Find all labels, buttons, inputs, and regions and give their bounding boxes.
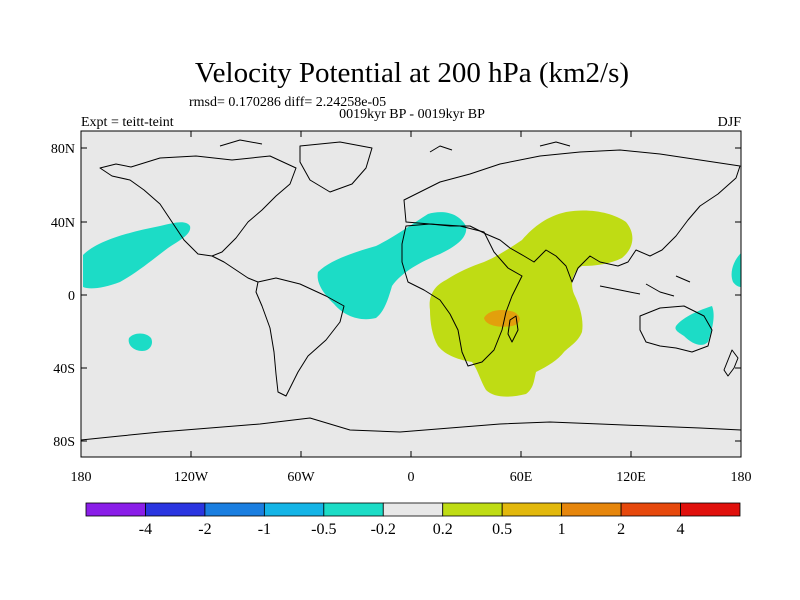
coast-south-america xyxy=(255,277,345,397)
plot-title: Velocity Potential at 200 hPa (km2/s) xyxy=(195,57,629,89)
period-label: 0019kyr BP - 0019kyr BP xyxy=(339,107,485,122)
anomaly-orange-core xyxy=(484,310,520,327)
colorbar-label: -0.2 xyxy=(371,521,396,538)
colorbar-swatch xyxy=(263,502,325,517)
map-background xyxy=(81,131,741,457)
anomaly-lime-indian xyxy=(429,210,633,397)
lat-tick-label: 40N xyxy=(51,216,75,231)
colorbar-label: -0.5 xyxy=(311,521,336,538)
lon-tick-marks: 180 120W 60W 0 60E 120E 180 xyxy=(71,131,752,485)
coast-north-america xyxy=(99,155,297,257)
colorbar-swatch xyxy=(680,502,741,517)
colorbar-label: 0.2 xyxy=(433,521,453,538)
colorbar-swatch xyxy=(204,502,265,517)
colorbar-label: -2 xyxy=(198,521,211,538)
coast-antarctica xyxy=(80,417,742,441)
colorbar-label: 4 xyxy=(677,521,685,538)
coast-indonesia xyxy=(599,275,691,297)
lon-tick-label: 120E xyxy=(616,470,646,485)
colorbar-swatch xyxy=(442,502,503,517)
colorbar: -4 -2 -1 -0.5 -0.2 0.2 0.5 1 2 4 xyxy=(85,502,741,538)
lat-tick-marks: 80N 40N 0 40S 80S xyxy=(51,142,741,450)
anomaly-teal-east-edge xyxy=(731,253,741,287)
colorbar-label: 2 xyxy=(617,521,625,538)
lat-tick-label: 80S xyxy=(53,435,75,450)
lon-tick-label: 0 xyxy=(408,470,415,485)
colorbar-swatch xyxy=(382,502,444,517)
lat-tick-label: 0 xyxy=(68,289,75,304)
lon-tick-label: 180 xyxy=(731,470,752,485)
lon-tick-label: 180 xyxy=(71,470,92,485)
coast-greenland xyxy=(299,141,373,193)
coast-africa xyxy=(401,223,523,367)
colorbar-label: -1 xyxy=(258,521,271,538)
coast-australia xyxy=(639,305,713,353)
coast-madagascar xyxy=(507,315,519,343)
colorbar-swatch xyxy=(561,502,622,517)
colorbar-swatch xyxy=(620,502,681,517)
anomaly-teal-pacific xyxy=(83,222,191,289)
map-panel: 80N 40N 0 40S 80S 180 120W 60W 0 60E 120E 180 xyxy=(51,130,752,485)
anomaly-teal-atlantic xyxy=(317,212,467,320)
colorbar-swatch xyxy=(323,502,384,517)
colorbar-swatch xyxy=(145,502,206,517)
coast-central-america xyxy=(211,255,259,283)
lat-tick-label: 40S xyxy=(53,362,75,377)
anomaly-teal-small xyxy=(128,333,152,351)
lon-tick-label: 60W xyxy=(287,470,315,485)
season-label: DJF xyxy=(718,115,742,130)
colorbar-label: 0.5 xyxy=(492,521,512,538)
lon-tick-label: 60E xyxy=(510,470,533,485)
lat-tick-label: 80N xyxy=(51,142,75,157)
coast-arctic-islands xyxy=(219,139,571,153)
coast-europe-asia xyxy=(403,149,741,283)
coastlines xyxy=(80,139,742,441)
coast-new-zealand xyxy=(723,349,739,377)
colorbar-swatch xyxy=(85,502,146,517)
colorbar-label: -4 xyxy=(139,521,152,538)
lon-tick-label: 120W xyxy=(174,470,209,485)
expt-label: Expt = teitt-teint xyxy=(81,115,174,130)
rmsd-label: rmsd= 0.170286 diff= 2.24258e-05 xyxy=(189,95,386,110)
colorbar-label: 1 xyxy=(558,521,566,538)
colorbar-swatch xyxy=(501,502,563,517)
